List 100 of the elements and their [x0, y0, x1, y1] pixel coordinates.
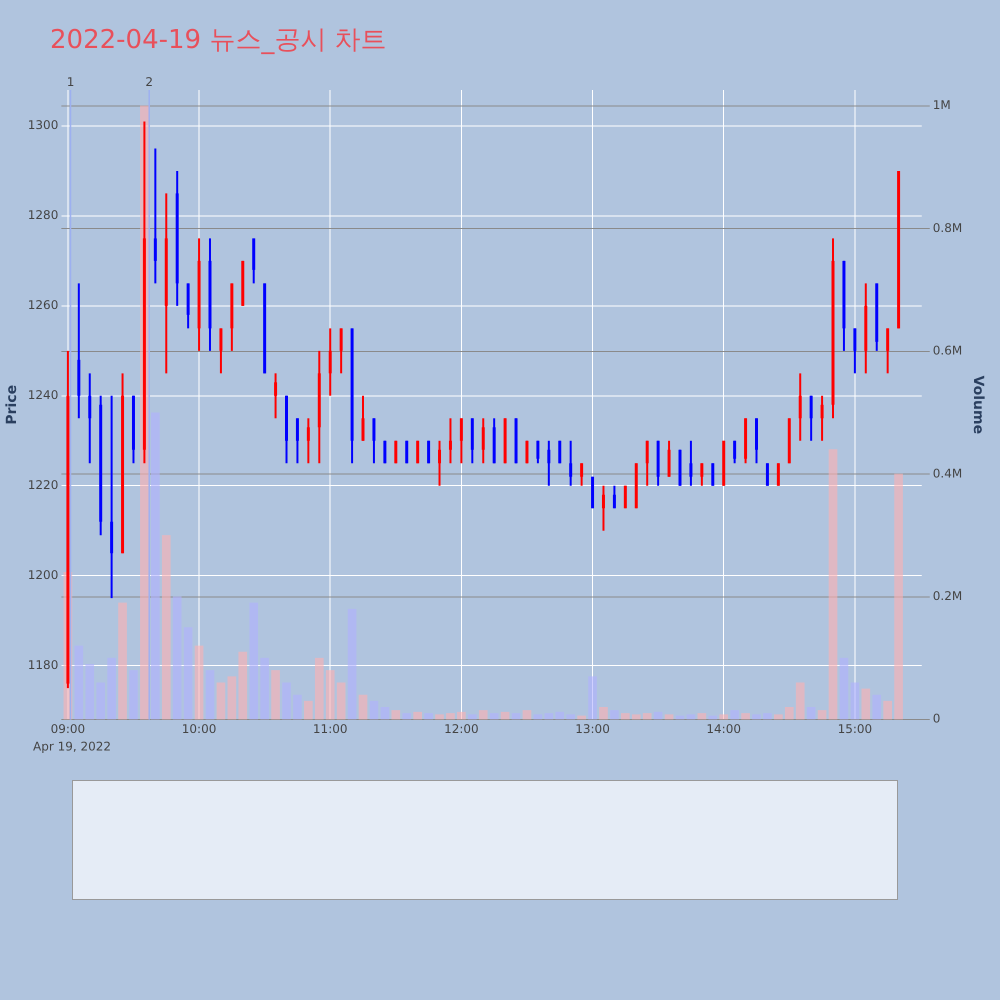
candlestick	[340, 327, 343, 374]
bar	[194, 646, 204, 720]
bar	[96, 682, 106, 720]
bar	[206, 670, 214, 720]
candlestick	[547, 440, 550, 487]
bar	[107, 658, 116, 720]
bar	[642, 713, 652, 720]
bar	[894, 474, 903, 720]
bar	[85, 664, 94, 720]
bar	[621, 713, 630, 720]
bar	[293, 694, 302, 720]
bar	[282, 682, 291, 720]
bar	[698, 713, 706, 720]
bar	[566, 714, 576, 720]
bar	[490, 713, 499, 720]
candlestick	[88, 372, 92, 464]
candlestick	[362, 394, 365, 442]
bar	[719, 714, 728, 720]
bar	[238, 652, 248, 720]
bar	[828, 449, 838, 720]
x-tick-label: 09:00	[50, 722, 86, 736]
bar	[512, 713, 520, 720]
bar	[129, 670, 138, 720]
candlestick	[580, 462, 584, 487]
y2-tick-label: 0.8M	[932, 220, 962, 235]
bar	[796, 682, 805, 720]
bar	[172, 596, 182, 720]
y-tick-label: 1200	[28, 568, 58, 582]
y-tick-label: 1220	[28, 478, 58, 492]
bar	[478, 710, 488, 720]
bar	[402, 713, 412, 720]
bar	[424, 713, 433, 720]
bar	[271, 670, 280, 720]
bar	[708, 716, 718, 720]
candlestick	[154, 147, 157, 284]
bar	[184, 627, 192, 720]
candlestick	[536, 440, 540, 464]
bar	[840, 658, 848, 720]
text: Apr 19, 2022	[33, 740, 112, 754]
candlestick	[689, 440, 692, 487]
text: 1	[66, 75, 74, 90]
bar	[358, 694, 368, 720]
bar	[534, 714, 542, 720]
bar	[555, 712, 564, 720]
bar	[861, 688, 870, 720]
bar	[872, 694, 882, 720]
candlestick	[820, 394, 824, 442]
bar	[654, 712, 662, 720]
bar	[588, 676, 597, 720]
candlestick	[700, 462, 704, 487]
x-tick-label: 11:00	[312, 722, 348, 736]
candlestick	[460, 417, 463, 464]
candlestick	[602, 484, 605, 532]
y2-axis-title: Volume	[970, 376, 986, 434]
bar	[730, 710, 739, 720]
candlestick	[612, 484, 616, 510]
y2-tick-label: 0.6M	[932, 344, 962, 358]
x-tick-label: 15:00	[838, 722, 872, 736]
bar	[676, 716, 684, 720]
bar	[260, 658, 269, 720]
x-tick-label: 14:00	[706, 722, 742, 736]
bar	[664, 714, 674, 720]
bar	[500, 712, 510, 720]
bar	[468, 714, 477, 720]
x-tick-label: 10:00	[182, 722, 216, 736]
candlestick	[569, 440, 572, 487]
bar	[599, 706, 608, 720]
x-tick-label: 12:00	[444, 722, 479, 736]
y-tick-label: 1180	[28, 658, 58, 672]
bar	[370, 700, 378, 720]
bar	[763, 713, 772, 720]
bar	[435, 714, 444, 720]
bar	[380, 706, 390, 720]
bar	[818, 710, 826, 720]
bar	[522, 710, 532, 720]
bar	[249, 602, 258, 720]
candlestick	[733, 440, 736, 464]
candlestick	[886, 327, 890, 374]
bar	[850, 682, 860, 720]
candlestick	[646, 440, 649, 487]
bar	[610, 710, 619, 720]
y2-tick-label: 0.2M	[932, 588, 962, 603]
bar	[577, 716, 586, 720]
bar	[162, 535, 171, 720]
bar	[216, 682, 226, 720]
bar	[336, 682, 346, 720]
bar	[314, 658, 324, 720]
y-axis-title: Price	[4, 384, 20, 425]
bar	[457, 712, 466, 720]
bar	[391, 710, 400, 720]
candlestick	[372, 417, 376, 464]
bar	[741, 713, 750, 720]
bar	[686, 714, 696, 720]
y2-tick-label: 1M	[932, 98, 951, 112]
bar	[151, 412, 160, 720]
candlestick	[306, 417, 310, 464]
bar	[74, 646, 84, 720]
candlestick	[296, 417, 299, 464]
bar	[348, 608, 356, 720]
chart-title: 2022-04-19 뉴스_공시 차트	[50, 24, 387, 57]
